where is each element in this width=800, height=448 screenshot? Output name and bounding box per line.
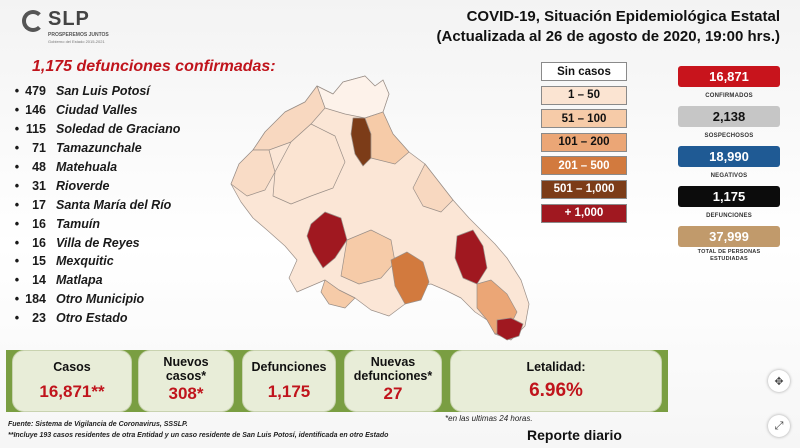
logo-subtitle: Gobierno del Estado 2015-2021 <box>48 39 105 44</box>
list-item: • 48 Matehuala <box>14 160 118 174</box>
summary-card-casos: Casos 16,871** <box>12 350 132 412</box>
slp-logo: SLP PROSPEREMOS JUNTOS Gobierno del Esta… <box>22 8 112 48</box>
map-region-east-mid <box>412 163 454 213</box>
stat-sospechosos-label: SOSPECHOSOS <box>704 132 754 139</box>
map-region-slp-capital <box>306 211 348 269</box>
list-item: • 184 Otro Municipio <box>14 292 145 307</box>
defunciones-value: 1,175 <box>267 382 311 401</box>
legend-item: 201 – 500 <box>541 156 627 176</box>
stat-negativos-value: 18,990 <box>678 146 780 167</box>
stats-panel: 16,871 CONFIRMADOS 2,138 SOSPECHOSOS 18,… <box>678 66 780 266</box>
footnote-24h: *en las ultimas 24 horas. <box>445 414 533 423</box>
cases-note: **Incluye 193 casos residentes de otra E… <box>8 432 389 439</box>
nuevos-casos-value: 308* <box>168 384 204 403</box>
summary-card-nuevas-defunciones: Nuevas defunciones* 27 <box>344 350 442 412</box>
deaths-heading: 1,175 defunciones confirmadas: <box>32 58 276 75</box>
move-icon[interactable]: ✥ <box>768 370 790 392</box>
legend-item: 1 – 50 <box>541 85 627 105</box>
legend-item: 101 – 200 <box>541 132 627 152</box>
municipality-deaths-list: • 479 San Luis Potosí • 146 Ciudad Valles • 1… <box>12 82 252 328</box>
map-region-huasteca <box>454 229 488 285</box>
nuevos-casos-label: Nuevos casos* <box>163 355 209 383</box>
list-item: • 115 Soledad de Graciano <box>14 122 181 137</box>
page-title: COVID-19, Situación Epidemiológica Estat… <box>466 8 780 25</box>
list-item: • 14 Matlapa <box>14 273 103 288</box>
expand-icon[interactable]: ⤢ <box>768 415 790 437</box>
stat-negativos-label: NEGATIVOS <box>710 172 748 179</box>
summary-card-nuevos-casos: Nuevos casos* 308* <box>138 350 234 412</box>
defunciones-label: Defunciones <box>251 360 327 374</box>
stat-estudiadas-label: TOTAL DE PERSONAS ESTUDIADAS <box>697 248 761 262</box>
summary-card-letalidad: Letalidad: 6.96% <box>450 350 662 412</box>
stat-estudiadas-value: 37,999 <box>678 226 780 247</box>
map-legend: Sin casos 1 – 50 51 – 100 101 – 200 201 … <box>541 62 627 227</box>
list-item: • 17 Santa María del Río <box>14 197 172 212</box>
summary-card-defunciones: Defunciones 1,175 <box>242 350 336 412</box>
letalidad-value: 6.96% <box>529 380 583 401</box>
list-item: • 16 Villa de Reyes <box>14 235 140 250</box>
list-item: • 71 Tamazunchale <box>14 141 142 156</box>
stat-confirmados-value: 16,871 <box>678 66 780 87</box>
map-region-central-east <box>364 111 410 165</box>
map-region-south-west <box>320 279 356 309</box>
list-item: • 146 Ciudad Valles <box>14 103 138 118</box>
report-label: Reporte diario <box>527 427 622 443</box>
logo-swirl-icon <box>22 10 44 32</box>
list-item: • 16 Tamuín <box>14 216 100 231</box>
map-region-north <box>316 75 390 119</box>
stat-confirmados-label: CONFIRMADOS <box>705 92 753 99</box>
stat-sospechosos-value: 2,138 <box>678 106 780 127</box>
map-region-tamazunchale <box>496 317 524 341</box>
stat-defunciones-label: DEFUNCIONES <box>706 212 752 219</box>
source-note: Fuente: Sistema de Vigilancia de Coronav… <box>8 421 188 428</box>
stat-defunciones-value: 1,175 <box>678 186 780 207</box>
state-choropleth-map <box>230 75 530 341</box>
map-region-west <box>230 149 276 197</box>
legend-item: Sin casos <box>541 62 627 81</box>
logo-name: SLP <box>48 8 90 30</box>
casos-label: Casos <box>53 360 91 374</box>
list-item: • 15 Mexquitic <box>14 254 114 269</box>
legend-item: + 1,000 <box>541 203 627 223</box>
map-region-south-central <box>340 229 396 285</box>
nuevas-defunciones-label: Nuevas defunciones* <box>353 355 433 383</box>
list-item: • 31 Rioverde <box>14 178 110 193</box>
logo-tagline: PROSPEREMOS JUNTOS <box>48 32 109 38</box>
legend-item: 501 – 1,000 <box>541 179 627 199</box>
map-region-rioverde <box>390 251 430 305</box>
legend-item: 51 – 100 <box>541 109 627 129</box>
nuevas-defunciones-value: 27 <box>383 384 403 403</box>
list-item: • 479 San Luis Potosí <box>14 84 150 99</box>
casos-value: 16,871** <box>39 382 105 401</box>
letalidad-label: Letalidad: <box>526 360 586 374</box>
map-region-central <box>272 123 346 205</box>
page-subtitle: (Actualizada al 26 de agosto de 2020, 19… <box>436 28 780 45</box>
list-item: • 23 Otro Estado <box>14 311 128 326</box>
